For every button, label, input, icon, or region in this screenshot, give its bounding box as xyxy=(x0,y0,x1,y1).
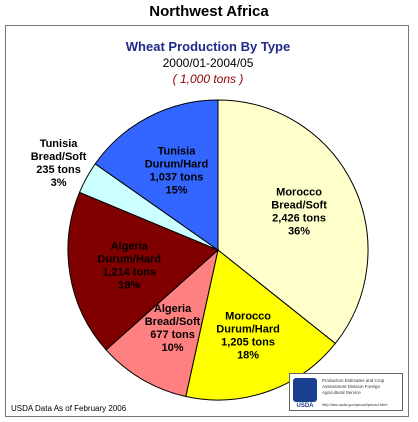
data-source-note: USDA Data As of February 2006 xyxy=(11,404,127,413)
pie-slice-algeria-durum xyxy=(67,191,219,351)
slice-label-2-line-3: 10% xyxy=(162,342,184,354)
logo-url-text: http://fas.usda.gov/pecad/pecad.html xyxy=(322,402,388,407)
slice-label-0-line-0: Morocco xyxy=(276,186,322,198)
chart-unit-note: ( 1,000 tons ) xyxy=(172,72,244,86)
pie-slice-morocco-durum xyxy=(185,249,337,401)
slice-label-3-line-2: 1,214 tons xyxy=(102,266,156,278)
chart-subtitle: 2000/01-2004/05 xyxy=(162,56,254,70)
slice-label-0-line-2: 2,426 tons xyxy=(272,212,326,224)
chart-title: Wheat Production By Type xyxy=(125,39,291,54)
logo-division-text: Production Estimates and Crop Assessment… xyxy=(322,378,385,395)
pie-slice-tunisia-durum xyxy=(94,99,219,251)
slice-label-1-line-0: Morocco xyxy=(225,310,271,322)
pecad-logo: USDA Production Estimates and Crop Asses… xyxy=(289,373,403,411)
slice-label-1-line-1: Durum/Hard xyxy=(216,323,280,335)
slice-label-5-line-2: 1,037 tons xyxy=(150,172,204,184)
logo-usda-text: USDA xyxy=(296,403,314,409)
slice-label-1-line-2: 1,205 tons xyxy=(221,336,275,348)
slice-label-4-line-3: 3% xyxy=(51,177,67,189)
slice-label-3-line-0: Algeria xyxy=(111,240,149,252)
slice-label-2-line-2: 677 tons xyxy=(150,329,195,341)
slice-label-3-line-1: Durum/Hard xyxy=(97,253,161,265)
chart-frame: Wheat Production By Type 2000/01-2004/05… xyxy=(5,25,409,417)
slice-label-2-line-0: Algeria xyxy=(154,303,192,315)
usda-logo-icon xyxy=(293,378,317,402)
slice-label-5-line-3: 15% xyxy=(165,185,187,197)
slice-label-4-line-0: Tunisia xyxy=(40,138,79,150)
slice-label-2-line-1: Bread/Soft xyxy=(145,316,201,328)
slice-label-4-line-1: Bread/Soft xyxy=(31,151,87,163)
pie-slice-algeria-bread xyxy=(105,248,219,398)
page-title: Northwest Africa xyxy=(149,3,269,20)
slice-label-5-line-1: Durum/Hard xyxy=(145,159,209,171)
slice-label-4-line-2: 235 tons xyxy=(36,164,81,176)
slice-label-1-line-3: 18% xyxy=(237,349,259,361)
slice-label-0-line-1: Bread/Soft xyxy=(271,199,327,211)
slice-label-0-line-3: 36% xyxy=(288,225,310,237)
pie-slice-morocco-bread xyxy=(217,99,369,345)
slice-label-5-line-0: Tunisia xyxy=(158,146,197,158)
slice-label-3-line-3: 18% xyxy=(118,279,140,291)
